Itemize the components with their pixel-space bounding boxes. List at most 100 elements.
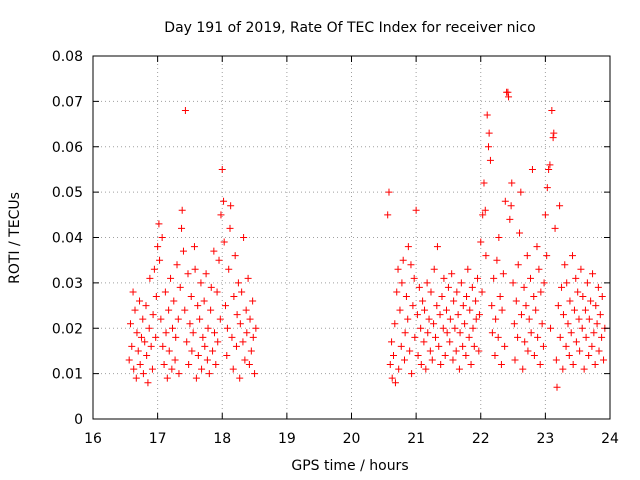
data-point xyxy=(132,374,140,382)
data-point xyxy=(428,356,436,364)
data-point xyxy=(128,342,136,350)
data-point xyxy=(397,342,405,350)
data-point xyxy=(459,302,467,310)
data-point xyxy=(194,302,202,310)
data-point xyxy=(580,365,588,373)
data-point xyxy=(197,279,205,287)
data-point xyxy=(596,311,604,319)
data-point xyxy=(399,256,407,264)
data-point xyxy=(215,256,223,264)
data-point xyxy=(413,311,421,319)
data-point xyxy=(446,315,454,323)
data-point xyxy=(181,306,189,314)
data-point xyxy=(595,347,603,355)
data-point xyxy=(559,311,567,319)
data-point xyxy=(497,361,505,369)
data-point xyxy=(158,234,166,241)
data-point xyxy=(233,311,241,319)
data-point xyxy=(186,320,194,328)
data-point xyxy=(563,279,571,287)
data-point xyxy=(152,333,160,341)
data-point xyxy=(223,324,231,332)
data-point xyxy=(232,342,240,350)
data-points-layer xyxy=(125,88,609,391)
data-point xyxy=(148,365,156,373)
data-point xyxy=(527,274,535,282)
data-point xyxy=(543,184,551,192)
data-point xyxy=(247,347,255,355)
x-tick-label: 24 xyxy=(601,431,619,447)
data-point xyxy=(566,297,574,305)
data-point xyxy=(547,324,555,332)
data-point xyxy=(236,320,244,328)
data-point xyxy=(504,88,512,96)
data-point xyxy=(572,274,580,282)
data-point xyxy=(576,347,584,355)
data-point xyxy=(463,292,471,300)
data-point xyxy=(522,302,530,310)
data-point xyxy=(509,279,517,287)
data-point xyxy=(558,283,566,291)
data-point xyxy=(384,211,392,219)
data-point xyxy=(231,252,239,260)
data-point xyxy=(212,361,220,369)
data-point xyxy=(472,315,480,323)
data-point xyxy=(436,311,444,319)
data-point xyxy=(424,329,432,337)
data-point xyxy=(173,261,181,269)
x-tick-label: 19 xyxy=(278,431,296,447)
data-point xyxy=(386,361,394,369)
y-tick-label: 0.01 xyxy=(52,367,83,383)
data-point xyxy=(483,111,491,119)
data-point xyxy=(165,306,173,314)
data-point xyxy=(534,333,542,341)
chart-title: Day 191 of 2019, Rate Of TEC Index for r… xyxy=(164,20,535,36)
y-tick-label: 0.07 xyxy=(52,94,83,110)
data-point xyxy=(455,365,463,373)
data-point xyxy=(439,324,447,332)
data-point xyxy=(556,333,564,341)
data-point xyxy=(589,270,597,278)
data-point xyxy=(157,315,165,323)
data-point xyxy=(241,356,249,364)
data-point xyxy=(567,329,575,337)
data-point xyxy=(538,320,546,328)
data-point xyxy=(442,306,450,314)
data-point xyxy=(409,302,417,310)
data-point xyxy=(393,288,401,296)
data-point xyxy=(188,347,196,355)
data-point xyxy=(433,243,441,251)
data-point xyxy=(184,270,192,278)
data-point xyxy=(126,320,134,328)
data-point xyxy=(415,283,423,291)
data-point xyxy=(249,333,257,341)
data-point xyxy=(210,247,218,255)
data-point xyxy=(533,243,541,251)
data-point xyxy=(462,351,470,359)
data-point xyxy=(454,311,462,319)
data-point xyxy=(575,315,583,323)
data-point xyxy=(457,279,465,287)
data-point xyxy=(570,306,578,314)
data-point xyxy=(456,329,464,337)
data-point xyxy=(507,202,515,210)
data-point xyxy=(564,320,572,328)
data-point xyxy=(501,197,509,205)
data-point xyxy=(478,288,486,296)
data-point xyxy=(204,324,212,332)
data-point xyxy=(559,365,567,373)
data-point xyxy=(141,338,149,346)
y-tick-label: 0.08 xyxy=(52,49,83,65)
data-point xyxy=(165,347,173,355)
data-point xyxy=(512,297,520,305)
data-point xyxy=(469,324,477,332)
data-point xyxy=(143,351,151,359)
data-point xyxy=(421,306,429,314)
data-point xyxy=(147,342,155,350)
data-point xyxy=(181,106,189,114)
data-point xyxy=(227,202,235,210)
data-point xyxy=(492,315,500,323)
data-point xyxy=(433,302,441,310)
data-point xyxy=(202,270,210,278)
data-point xyxy=(161,288,169,296)
